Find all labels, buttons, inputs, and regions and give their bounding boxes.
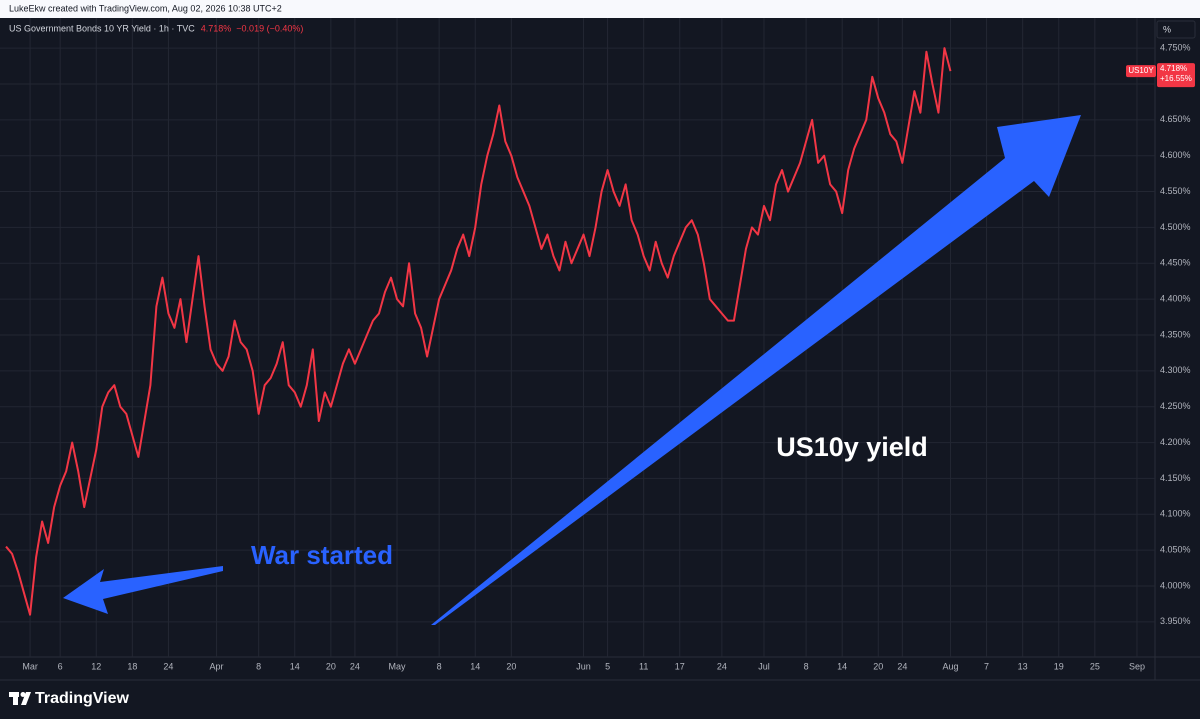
x-tick-label: 20 <box>326 661 336 671</box>
x-tick-label: 14 <box>837 661 847 671</box>
x-tick-label: 24 <box>163 661 173 671</box>
y-tick-label: 4.100% <box>1160 509 1191 519</box>
header-strip <box>0 0 1200 18</box>
x-tick-label: 5 <box>605 661 610 671</box>
x-tick-label: Mar <box>22 661 38 671</box>
y-tick-label: 3.950% <box>1160 616 1191 626</box>
x-tick-label: 24 <box>717 661 727 671</box>
x-tick-label: May <box>389 661 407 671</box>
x-tick-label: 6 <box>58 661 63 671</box>
x-tick-label: Jul <box>758 661 770 671</box>
annotation: War started <box>251 540 393 570</box>
x-tick-label: 8 <box>256 661 261 671</box>
x-tick-label: Apr <box>210 661 224 671</box>
x-tick-label: 19 <box>1054 661 1064 671</box>
x-tick-label: 24 <box>897 661 907 671</box>
legend-name: US Government Bonds 10 YR Yield · 1h · T… <box>9 23 195 33</box>
y-tick-label: 4.200% <box>1160 437 1191 447</box>
y-tick-label: 4.500% <box>1160 222 1191 232</box>
x-tick-label: 14 <box>290 661 300 671</box>
y-tick-label: 4.300% <box>1160 365 1191 375</box>
x-tick-label: 8 <box>804 661 809 671</box>
x-tick-label: 11 <box>639 661 648 671</box>
x-tick-label: 24 <box>350 661 360 671</box>
x-tick-label: Jun <box>576 661 591 671</box>
legend-change: −0.019 (−0.40%) <box>236 23 303 33</box>
price-tag-change: +16.55% <box>1160 74 1192 83</box>
price-line <box>5 47 952 616</box>
logo-part <box>21 692 31 705</box>
footer-brand: TradingView <box>35 690 130 707</box>
footer-logo <box>9 692 31 705</box>
x-tick-label: 8 <box>437 661 442 671</box>
y-tick-label: 4.400% <box>1160 294 1191 304</box>
price-tag-value: 4.718% <box>1160 64 1187 73</box>
y-tick-label: 4.150% <box>1160 473 1191 483</box>
x-tick-label: 17 <box>675 661 685 671</box>
watermark: LukeEkw created with TradingView.com, Au… <box>9 3 282 13</box>
plot <box>5 47 952 616</box>
unit-label: % <box>1163 24 1171 34</box>
y-tick-label: 4.250% <box>1160 401 1191 411</box>
x-tick-label: 18 <box>127 661 137 671</box>
annotation: US10y yield <box>776 432 928 462</box>
war-arrow <box>63 566 223 614</box>
x-tick-label: Sep <box>1129 661 1145 671</box>
y-tick-label: 4.350% <box>1160 329 1191 339</box>
y-tick-label: 4.000% <box>1160 580 1191 590</box>
x-tick-label: 20 <box>873 661 883 671</box>
trend-arrow <box>431 115 1081 625</box>
y-tick-label: 4.550% <box>1160 186 1191 196</box>
x-tick-label: 7 <box>984 661 989 671</box>
legend-last: 4.718% <box>201 23 232 33</box>
y-tick-label: 4.450% <box>1160 258 1191 268</box>
y-tick-label: 4.750% <box>1160 42 1191 52</box>
price-tag-symbol-box <box>1126 65 1156 78</box>
logo-part <box>20 692 26 697</box>
y-tick-label: 4.600% <box>1160 150 1191 160</box>
price-tag-box <box>1157 63 1195 88</box>
x-tick-label: 20 <box>506 661 516 671</box>
x-tick-label: 13 <box>1018 661 1028 671</box>
y-tick-label: 4.650% <box>1160 114 1191 124</box>
unit-box <box>1156 20 1196 39</box>
logo-part <box>9 692 19 697</box>
x-tick-label: 14 <box>470 661 480 671</box>
logo-part <box>13 697 18 705</box>
x-tick-label: Aug <box>942 661 958 671</box>
x-tick-label: 12 <box>91 661 101 671</box>
price-tag-symbol: US10Y <box>1128 66 1154 75</box>
y-tick-label: 4.050% <box>1160 545 1191 555</box>
x-tick-label: 25 <box>1090 661 1100 671</box>
